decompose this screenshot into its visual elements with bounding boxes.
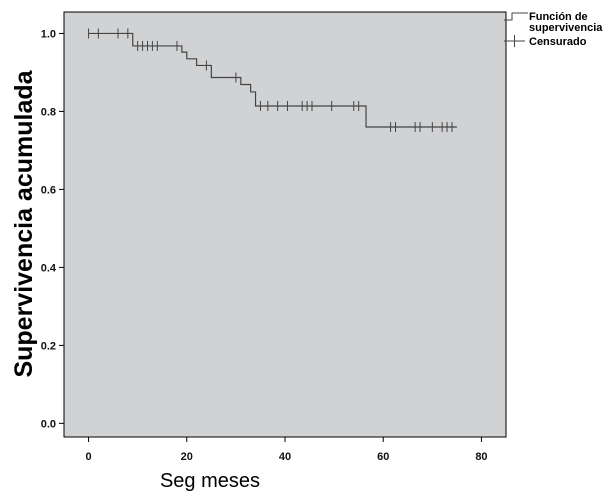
plot-marks: [88, 28, 457, 133]
survival-step-line: [88, 32, 457, 128]
y-tick-label: 0.4: [41, 262, 57, 274]
x-tick-label: 0: [85, 451, 91, 463]
legend-censored-label: Censurado: [529, 36, 587, 48]
x-tick-label: 40: [279, 451, 291, 463]
y-tick-label: 1.0: [41, 28, 56, 40]
x-tick-label: 80: [475, 451, 487, 463]
y-tick-label: 0.6: [41, 184, 56, 196]
x-axis-ticks: 0 20 40 60 80: [85, 437, 488, 463]
y-axis-title: Supervivencia acumulada: [10, 69, 38, 377]
legend-step-icon: [504, 12, 528, 21]
y-tick-label: 0.8: [41, 106, 56, 118]
plot-area: [63, 11, 507, 438]
y-axis-ticks: 0.0 0.2 0.4 0.6 0.8 1.0: [41, 28, 64, 430]
legend: Función de supervivencia Censurado: [504, 11, 603, 48]
x-axis-title: Seg meses: [160, 470, 260, 491]
legend-survival-label-line2: supervivencia: [529, 22, 603, 34]
legend-censored-icon: [504, 35, 525, 47]
x-tick-label: 60: [377, 451, 389, 463]
y-tick-label: 0.2: [41, 340, 56, 352]
y-tick-label: 0.0: [41, 418, 56, 430]
legend-survival-label-line1: Función de: [529, 11, 588, 23]
x-tick-label: 20: [181, 451, 193, 463]
